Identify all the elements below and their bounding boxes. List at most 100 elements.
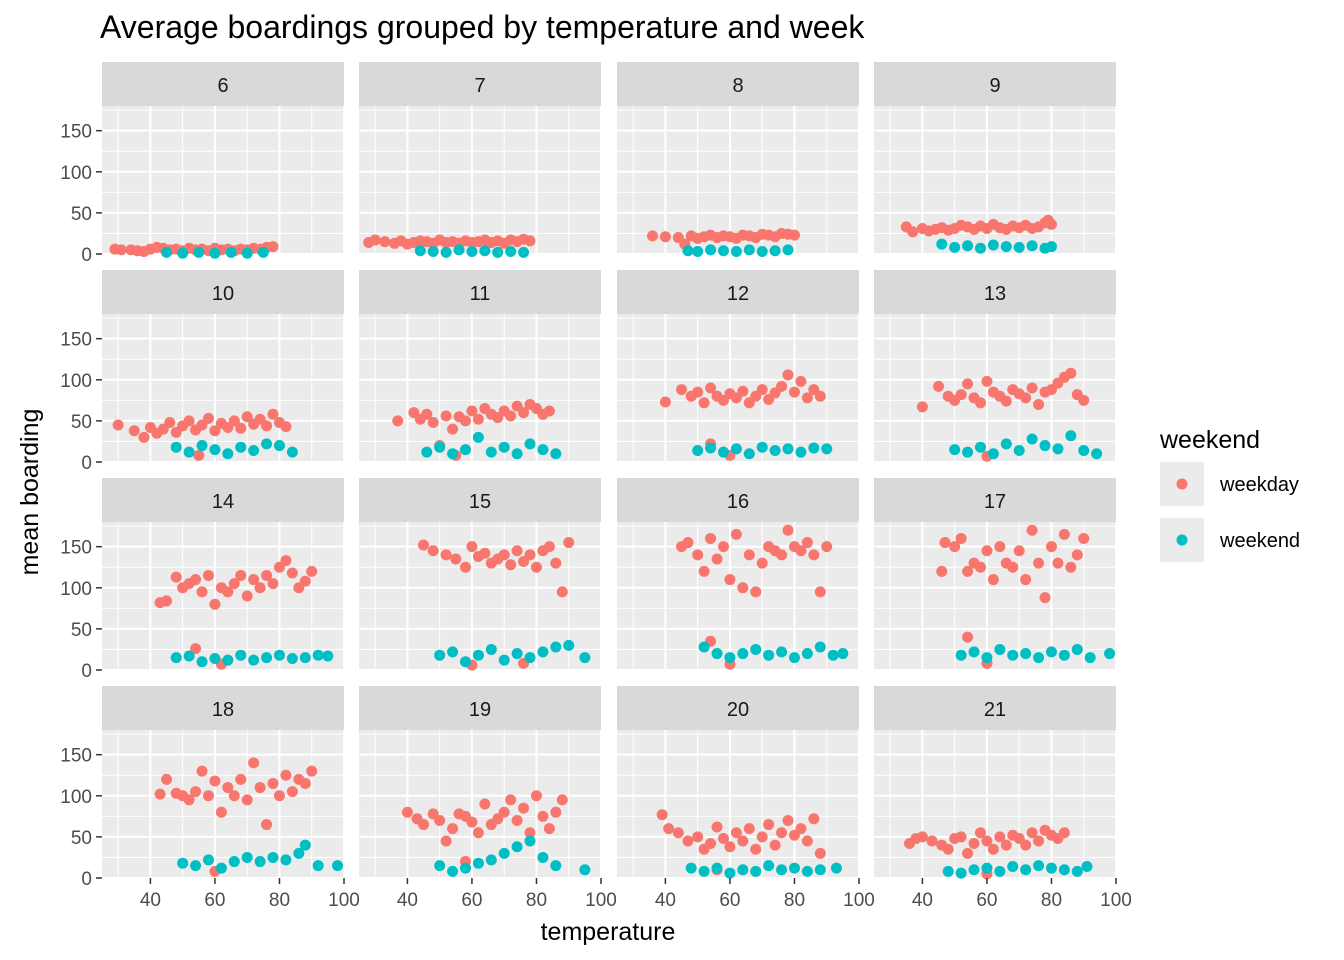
data-point-weekday xyxy=(750,843,762,855)
data-point-weekday xyxy=(235,422,247,434)
data-point-weekday xyxy=(682,835,694,847)
data-point-weekend xyxy=(1084,652,1096,664)
data-point-weekday xyxy=(306,565,318,577)
data-point-weekday xyxy=(440,549,452,561)
data-point-weekday xyxy=(1052,557,1064,569)
data-point-weekend xyxy=(737,864,749,876)
data-point-weekday xyxy=(280,421,292,433)
data-point-weekday xyxy=(209,775,221,787)
data-point-weekday xyxy=(782,524,794,536)
data-point-weekend xyxy=(550,641,562,653)
data-point-weekend xyxy=(222,448,234,460)
data-point-weekend xyxy=(427,246,439,258)
data-point-weekend xyxy=(692,246,704,258)
data-point-weekend xyxy=(563,639,575,651)
data-point-weekend xyxy=(1007,860,1019,872)
data-point-weekend xyxy=(209,652,221,664)
facet-panel-background xyxy=(102,730,344,878)
data-point-weekend xyxy=(485,854,497,866)
data-point-weekday xyxy=(550,806,562,818)
data-point-weekday xyxy=(769,839,781,851)
data-point-weekday xyxy=(202,790,214,802)
data-point-weekday xyxy=(955,831,967,843)
data-point-weekday xyxy=(705,382,717,394)
data-point-weekday xyxy=(215,806,227,818)
data-point-weekday xyxy=(1065,561,1077,573)
data-point-weekend xyxy=(225,246,237,258)
data-point-weekend xyxy=(987,448,999,460)
data-point-weekday xyxy=(543,823,555,835)
data-point-weekday xyxy=(1033,835,1045,847)
facet-strip-label: 18 xyxy=(212,699,234,721)
data-point-weekday xyxy=(730,827,742,839)
facet-panel-12: 12 xyxy=(617,270,860,463)
data-point-weekday xyxy=(369,234,381,246)
facet-strip xyxy=(102,686,344,730)
x-tick-label: 40 xyxy=(655,890,676,911)
data-point-weekend xyxy=(434,860,446,872)
data-point-weekday xyxy=(421,408,433,420)
x-tick-label: 100 xyxy=(1100,890,1132,911)
data-point-weekday xyxy=(450,553,462,565)
data-point-weekday xyxy=(299,777,311,789)
data-point-weekend xyxy=(776,646,788,658)
legend-label-weekend: weekend xyxy=(1219,530,1300,552)
data-point-weekday xyxy=(1071,549,1083,561)
data-point-weekday xyxy=(955,532,967,544)
data-point-weekend xyxy=(479,245,491,257)
facet-strip-label: 10 xyxy=(212,283,234,305)
data-point-weekend xyxy=(730,246,742,258)
facet-strip-label: 20 xyxy=(727,699,749,721)
data-point-weekday xyxy=(286,786,298,798)
data-point-weekend xyxy=(962,240,974,252)
facet-strip xyxy=(359,686,601,730)
data-point-weekday xyxy=(392,415,404,427)
facet-panel-11: 11 xyxy=(359,270,602,463)
data-point-weekend xyxy=(949,444,961,456)
facet-panel-19: 19 40 60 80 100 xyxy=(359,686,617,911)
data-point-weekday xyxy=(692,549,704,561)
facet-strip xyxy=(102,270,344,314)
data-point-weekday xyxy=(672,827,684,839)
data-point-weekend xyxy=(286,652,298,664)
data-point-weekday xyxy=(962,378,974,390)
x-tick-label: 80 xyxy=(269,890,290,911)
data-point-weekday xyxy=(926,835,938,847)
data-point-weekend xyxy=(968,864,980,876)
data-point-weekday xyxy=(524,549,536,561)
data-point-weekend xyxy=(763,649,775,661)
x-tick-label: 80 xyxy=(1041,890,1062,911)
facet-panel-16: 16 xyxy=(617,478,860,671)
y-tick-label: 150 xyxy=(60,122,92,143)
data-point-weekend xyxy=(1081,860,1093,872)
data-point-weekend xyxy=(821,443,833,455)
data-point-weekend xyxy=(248,444,260,456)
facet-panel-background xyxy=(874,730,1116,878)
data-point-weekday xyxy=(776,827,788,839)
data-point-weekend xyxy=(756,441,768,453)
data-point-weekday xyxy=(183,794,195,806)
data-point-weekend xyxy=(1013,241,1025,253)
data-point-weekday xyxy=(128,425,140,437)
data-point-weekday xyxy=(737,835,749,847)
data-point-weekday xyxy=(1078,532,1090,544)
data-point-weekend xyxy=(942,865,954,877)
data-point-weekend xyxy=(299,652,311,664)
facet-strip xyxy=(359,62,601,106)
data-point-weekend xyxy=(962,446,974,458)
data-point-weekend xyxy=(788,862,800,874)
data-point-weekend xyxy=(994,865,1006,877)
data-point-weekday xyxy=(401,806,413,818)
data-point-weekend xyxy=(183,650,195,662)
data-point-weekend xyxy=(724,652,736,664)
data-point-weekend xyxy=(994,643,1006,655)
data-point-weekday xyxy=(1045,218,1057,230)
data-point-weekday xyxy=(1078,394,1090,406)
data-point-weekday xyxy=(968,837,980,849)
data-point-weekend xyxy=(814,864,826,876)
data-point-weekend xyxy=(1026,240,1038,252)
data-point-weekday xyxy=(1026,382,1038,394)
data-point-weekend xyxy=(485,643,497,655)
data-point-weekday xyxy=(737,385,749,397)
legend: weekend weekday weekend xyxy=(1159,426,1300,562)
